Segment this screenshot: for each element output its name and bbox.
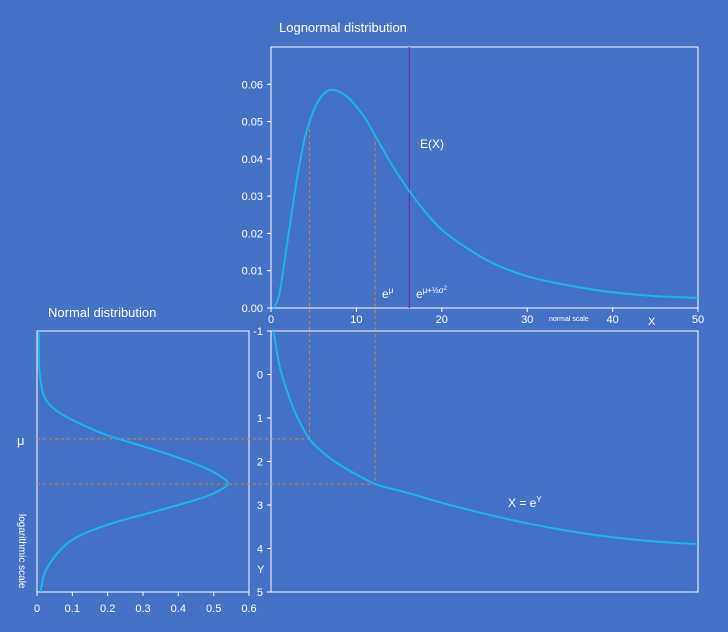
normal-plot-frame: [36, 330, 250, 593]
tick-labels: 0.000.010.020.030.040.050.060 10 20 30 40 500…: [34, 79, 704, 615]
lognormal-x-tick-label: 50: [692, 314, 704, 326]
normal-x-tick-label: 0: [34, 603, 40, 615]
normal-x-tick-label: 0.5: [206, 603, 221, 615]
mu-label: μ: [17, 433, 25, 448]
transform-y-tick-label: 2: [257, 457, 263, 469]
transform-y-tick-label: -1: [253, 326, 263, 338]
curves: [37, 88, 699, 593]
normal-x-tick-label: 0.6: [241, 603, 256, 615]
lognormal-plot-frame: [270, 46, 699, 309]
transform-y-tick-label: 5: [257, 587, 263, 599]
x-axis-label: X: [648, 316, 656, 328]
lognormal-y-tick-label: 0.03: [242, 191, 263, 203]
lognormal-title: Lognormal distribution: [279, 20, 407, 35]
y-axis-label: Y: [257, 564, 265, 576]
lognormal-y-tick-label: 0.05: [242, 117, 263, 129]
x-scale-note: normal scale: [549, 316, 589, 323]
lognormal-y-tick-label: 0.02: [242, 228, 263, 240]
normal-title: Normal distribution: [48, 305, 156, 320]
lognormal-x-tick-label: 30: [521, 314, 533, 326]
transform-y-tick-label: 3: [257, 500, 263, 512]
expected-value-label: E(X): [420, 137, 444, 151]
transform-curve: [272, 330, 699, 546]
guide-lines: [37, 47, 410, 485]
transform-y-tick-label: 1: [257, 413, 263, 425]
transform-y-tick-label: 0: [257, 370, 263, 382]
transform-y-tick-label: 4: [257, 544, 263, 556]
normal-x-tick-label: 0.4: [171, 603, 186, 615]
normal-x-tick-label: 0.2: [100, 603, 115, 615]
lognormal-y-tick-label: 0.04: [242, 154, 263, 166]
lognormal-y-tick-label: 0.00: [242, 303, 263, 315]
lognormal-x-tick-label: 0: [268, 314, 274, 326]
lognormal-curve: [272, 88, 699, 309]
lognormal-x-tick-label: 40: [606, 314, 618, 326]
normal-x-tick-label: 0.1: [65, 603, 80, 615]
median-label: eμ: [382, 286, 394, 301]
transform-curve-label: X = eY: [508, 495, 542, 510]
lognormal-y-tick-label: 0.01: [242, 266, 263, 278]
lognormal-x-tick-label: 10: [350, 314, 362, 326]
normal-x-tick-label: 0.3: [135, 603, 150, 615]
mean-label: eμ+½σ2: [416, 286, 448, 301]
log-scale-label: logarithmic scale: [16, 514, 27, 589]
lognormal-y-tick-label: 0.06: [242, 79, 263, 91]
normal-curve: [37, 330, 229, 593]
lognormal-x-tick-label: 20: [436, 314, 448, 326]
